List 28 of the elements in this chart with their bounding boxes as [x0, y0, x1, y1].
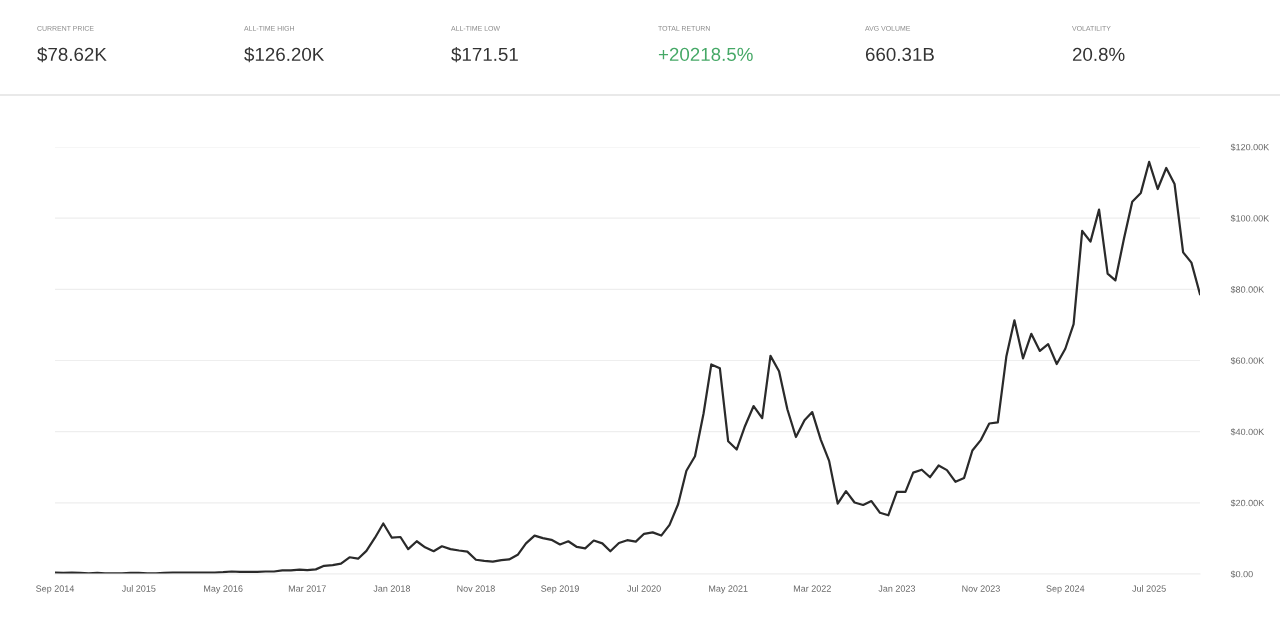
text: $126.20K: [244, 46, 325, 63]
text: $171.51: [451, 46, 518, 63]
text: $78.62K: [37, 46, 107, 63]
text: 20.8%: [1072, 47, 1125, 62]
y-tick-label: $100.00K: [1230, 214, 1270, 223]
x-tick-label: May 2021: [709, 585, 748, 594]
x-tick-label: Sep 2019: [541, 585, 579, 594]
x-tick-label: Nov 2023: [962, 585, 1000, 592]
y-tick-label: $20.00K: [1230, 499, 1265, 507]
x-tick-label: Jul 2020: [627, 585, 661, 592]
x-tick-label: Jul 2025: [1132, 585, 1166, 592]
text: +20218.5%: [658, 47, 753, 62]
x-tick-label: Sep 2014: [36, 585, 75, 594]
x-tick-label: Jan 2023: [878, 585, 916, 592]
x-tick-label: Sep 2024: [1046, 585, 1085, 594]
x-tick-label: Mar 2017: [288, 585, 326, 592]
x-tick-label: Nov 2018: [457, 585, 495, 592]
x-tick-label: May 2016: [204, 585, 243, 594]
y-tick-label: $120.00K: [1230, 143, 1270, 151]
y-tick-label: $0.00: [1230, 570, 1253, 578]
text: 660.31B: [865, 47, 934, 62]
y-tick-label: $40.00K: [1230, 428, 1265, 436]
x-tick-label: Jul 2015: [121, 585, 156, 592]
x-tick-label: Mar 2022: [793, 585, 831, 592]
y-tick-label: $60.00K: [1230, 357, 1265, 365]
line-series: [55, 160, 1200, 574]
x-tick-label: Jan 2018: [373, 585, 411, 592]
y-tick-label: $80.00K: [1230, 285, 1265, 294]
